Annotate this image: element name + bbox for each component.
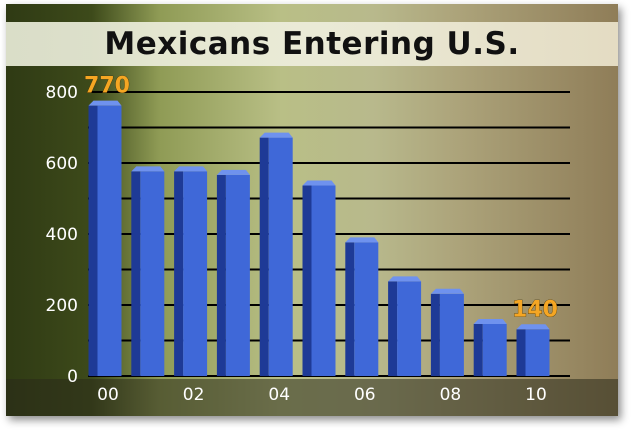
bar-top-02 [174,166,208,172]
x-tick-label-10: 10 [525,385,547,405]
title-band [6,22,618,66]
bar-08 [430,288,464,376]
chart-title: Mexicans Entering U.S. [104,26,520,62]
x-tick-label-08: 08 [440,385,462,405]
bar-front-02 [183,171,208,376]
bar-04 [259,132,293,376]
bar-top-10 [516,324,550,330]
bar-top-00 [88,100,122,106]
bar-top-01 [131,166,165,172]
bar-side-10 [516,329,526,376]
bar-front-00 [97,105,122,377]
bar-side-09 [473,323,483,376]
bar-02 [174,166,208,376]
bar-00 [88,100,122,377]
bar-side-05 [302,185,312,376]
bar-top-07 [388,276,422,282]
bar-front-09 [482,323,507,376]
bar-front-04 [268,137,293,376]
bars [88,100,550,377]
bar-chart: 0 200 400 600 800 00 02 04 06 08 10 770 140 [6,73,618,416]
data-label-00: 770 [84,74,130,99]
bar-top-08 [430,288,464,294]
y-tick-label-0: 0 [67,367,78,387]
bar-side-06 [345,242,355,376]
bar-top-03 [216,169,250,175]
bar-front-07 [397,281,422,376]
bar-top-05 [302,180,336,186]
bar-front-06 [354,242,379,376]
y-tick-label-400: 400 [46,225,78,245]
bar-09 [473,318,507,376]
bar-side-03 [216,174,226,376]
bar-front-01 [140,171,165,376]
bar-top-09 [473,318,507,324]
y-tick-label-200: 200 [46,296,78,316]
bar-top-06 [345,237,379,243]
x-tick-label-02: 02 [183,385,205,405]
y-tick-label-800: 800 [46,83,78,103]
bar-01 [131,166,165,376]
x-tick-label-06: 06 [354,385,376,405]
x-tick-label-04: 04 [268,385,290,405]
bar-front-08 [439,293,464,376]
y-tick-label-600: 600 [46,154,78,174]
bar-front-05 [311,185,336,376]
labels: 0 200 400 600 800 00 02 04 06 08 10 770 140 [46,73,559,405]
bar-front-03 [225,174,250,376]
data-label-10: 140 [512,297,558,322]
bar-03 [216,169,250,376]
bar-side-04 [259,137,269,376]
bar-05 [302,180,336,376]
bar-10 [516,324,550,376]
bar-side-07 [388,281,398,376]
bar-side-02 [174,171,184,376]
bar-06 [345,237,379,376]
bar-side-08 [430,293,440,376]
chart-frame: Mexicans Entering U.S. 0 200 400 600 800 00 02… [6,4,618,416]
bar-top-04 [259,132,293,138]
bar-side-01 [131,171,141,376]
x-tick-label-00: 00 [97,385,119,405]
bar-front-10 [525,329,550,376]
bar-side-00 [88,105,98,377]
x-axis-band [6,379,618,416]
bar-07 [388,276,422,376]
